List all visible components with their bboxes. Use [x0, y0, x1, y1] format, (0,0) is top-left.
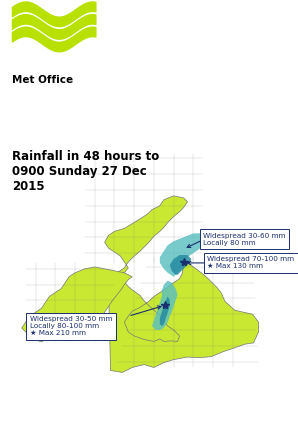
- Polygon shape: [152, 281, 178, 330]
- Text: Widespread 30-60 mm
Locally 80 mm: Widespread 30-60 mm Locally 80 mm: [203, 233, 286, 246]
- Polygon shape: [22, 267, 132, 342]
- Polygon shape: [105, 196, 258, 372]
- Text: Met Office: Met Office: [12, 75, 73, 85]
- Polygon shape: [160, 296, 170, 326]
- Text: Widespread 70-100 mm
★ Max 130 mm: Widespread 70-100 mm ★ Max 130 mm: [207, 256, 294, 270]
- Polygon shape: [160, 233, 207, 277]
- Text: Widespread 30-50 mm
Locally 80-100 mm
★ Max 210 mm: Widespread 30-50 mm Locally 80-100 mm ★ …: [30, 316, 112, 336]
- Text: Rainfall in 48 hours to
0900 Sunday 27 Dec
2015: Rainfall in 48 hours to 0900 Sunday 27 D…: [12, 150, 159, 194]
- Polygon shape: [170, 255, 191, 275]
